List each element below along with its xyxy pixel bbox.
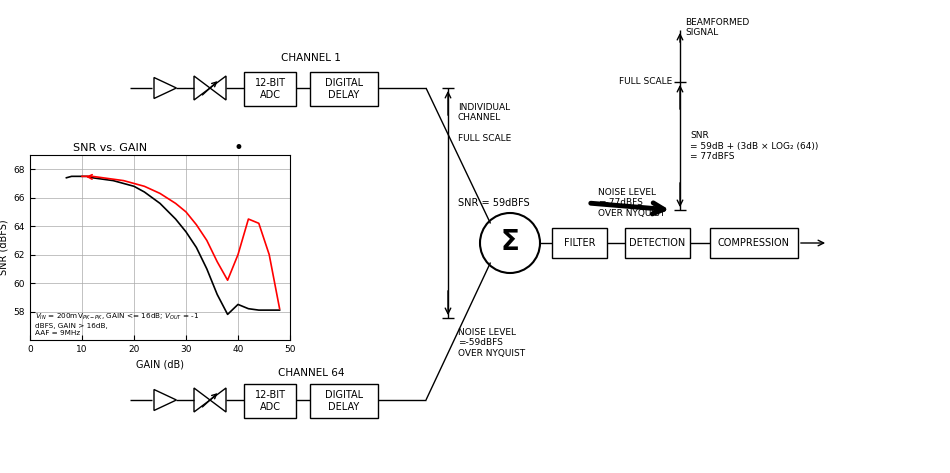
Text: SNR = 59dBFS: SNR = 59dBFS [458, 198, 530, 208]
Text: DETECTION: DETECTION [629, 238, 686, 248]
Text: Σ: Σ [501, 228, 520, 256]
Text: NOISE LEVEL
=-77dBFS
OVER NYQUIST: NOISE LEVEL =-77dBFS OVER NYQUIST [598, 188, 665, 218]
Text: $V_{IN}$ = 200mV$_{PK-PK}$, GAIN <= 16dB; $V_{OUT}$ = -1
dBFS, GAIN > 16dB,
AAF : $V_{IN}$ = 200mV$_{PK-PK}$, GAIN <= 16dB… [35, 312, 200, 336]
Text: COMPRESSION: COMPRESSION [718, 238, 790, 248]
Bar [625, 228, 690, 258]
Text: DIGITAL
DELAY: DIGITAL DELAY [325, 78, 363, 100]
Bar [310, 384, 378, 418]
Text: •: • [245, 249, 255, 267]
Bar [710, 228, 798, 258]
Text: 12-BIT
ADC: 12-BIT ADC [255, 78, 286, 100]
Text: INDIVIDUAL
CHANNEL

FULL SCALE: INDIVIDUAL CHANNEL FULL SCALE [458, 103, 511, 143]
Text: •: • [245, 221, 255, 239]
Text: •: • [233, 139, 243, 157]
Text: FILTER: FILTER [563, 238, 596, 248]
Y-axis label: SNR (dBFS): SNR (dBFS) [0, 219, 9, 275]
Text: SNR vs. GAIN: SNR vs. GAIN [73, 143, 147, 153]
Text: FULL SCALE: FULL SCALE [618, 78, 672, 87]
Bar [552, 228, 607, 258]
Text: SNR
= 59dB + (3dB × LOG₂ (64))
= 77dBFS: SNR = 59dB + (3dB × LOG₂ (64)) = 77dBFS [690, 131, 818, 161]
Bar [244, 384, 296, 418]
Text: CHANNEL 1: CHANNEL 1 [281, 53, 341, 63]
Text: CHANNEL 64: CHANNEL 64 [277, 368, 344, 378]
X-axis label: GAIN (dB): GAIN (dB) [136, 359, 184, 369]
Text: DIGITAL
DELAY: DIGITAL DELAY [325, 390, 363, 412]
Bar [310, 72, 378, 106]
Bar [244, 72, 296, 106]
Text: 12-BIT
ADC: 12-BIT ADC [255, 390, 286, 412]
Text: NOISE LEVEL
=-59dBFS
OVER NYQUIST: NOISE LEVEL =-59dBFS OVER NYQUIST [458, 328, 525, 358]
Text: BEAMFORMED
SIGNAL: BEAMFORMED SIGNAL [685, 18, 750, 37]
